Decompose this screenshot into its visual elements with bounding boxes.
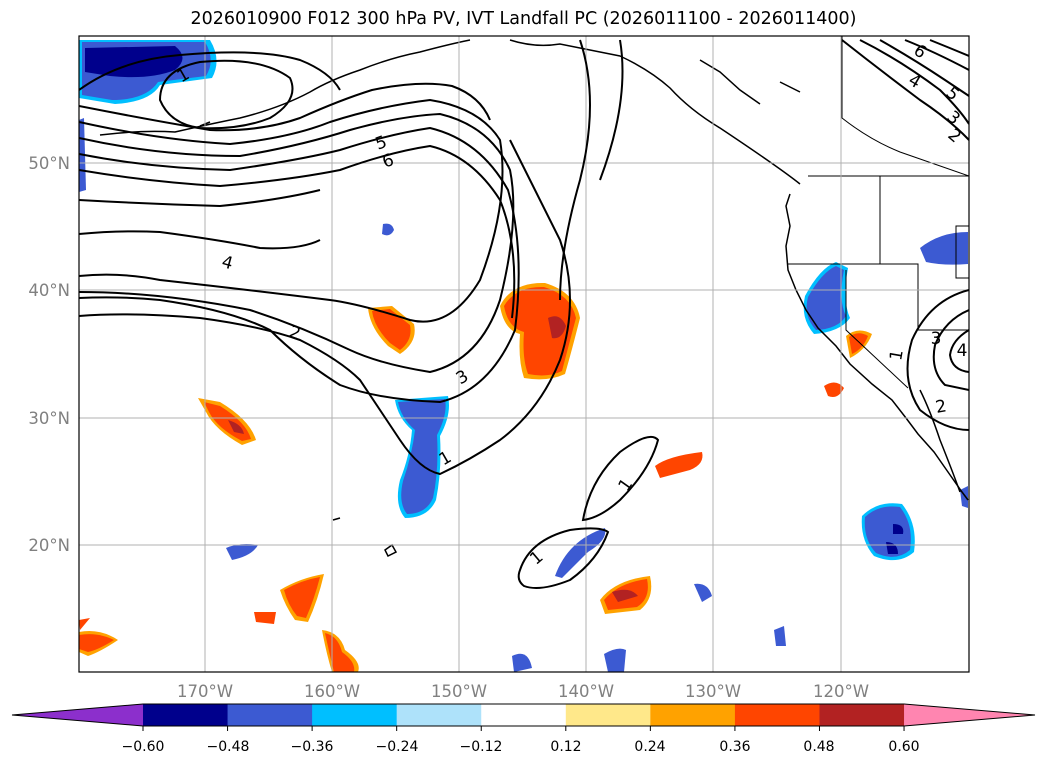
map-area: 1 2 3 4 5 6 1 1 1 2 3 4 1 4 5 6 3 2 xyxy=(79,36,969,672)
colorbar-labels: −0.60 −0.48 −0.36 −0.24 −0.12 0.12 0.24 … xyxy=(122,739,920,755)
colorbar-tick-label: −0.36 xyxy=(291,739,334,755)
lat-label: 20°N xyxy=(28,536,70,555)
contour-lines xyxy=(79,39,969,589)
negative-anomaly-nw xyxy=(79,40,217,104)
lat-label: 30°N xyxy=(28,409,70,428)
latitude-labels: 50°N 40°N 30°N 20°N xyxy=(28,154,70,555)
colorbar-tick-label: 0.60 xyxy=(888,739,919,755)
negative-anomaly-small-2 xyxy=(226,544,258,560)
gridlines xyxy=(79,36,969,672)
negative-anomaly-mexico xyxy=(861,503,915,561)
negative-anomaly-small-6 xyxy=(694,583,712,602)
colorbar-segment xyxy=(396,704,482,726)
colorbar-tick-label: 0.36 xyxy=(719,739,750,755)
plot-title: 2026010900 F012 300 hPa PV, IVT Landfall… xyxy=(190,9,857,29)
colorbar-tick-label: −0.60 xyxy=(122,739,165,755)
colorbar-segment xyxy=(565,704,651,726)
contour-label: 2 xyxy=(934,396,948,418)
longitude-labels: 170°W 160°W 150°W 140°W 130°W 120°W xyxy=(177,682,869,701)
contour-label: 1 xyxy=(886,348,908,362)
colorbar-segment xyxy=(819,704,905,726)
negative-anomaly-small-4 xyxy=(604,648,626,672)
colorbar-segment xyxy=(650,704,736,726)
lon-label: 150°W xyxy=(431,682,487,701)
lon-label: 170°W xyxy=(177,682,233,701)
negative-anomaly-small-3 xyxy=(512,653,532,672)
lon-label: 160°W xyxy=(304,682,360,701)
positive-anomaly-south xyxy=(600,576,652,614)
positive-anomaly-small xyxy=(655,452,703,478)
colorbar-segment xyxy=(143,704,229,726)
colorbar-extend-min xyxy=(12,704,143,726)
negative-anomaly-small-5 xyxy=(555,528,606,578)
coastlines xyxy=(99,39,969,558)
lat-label: 50°N xyxy=(28,154,70,173)
contour-label: 4 xyxy=(957,341,968,361)
colorbar-segment xyxy=(481,704,567,726)
colorbar-extend-max xyxy=(904,704,1035,726)
negative-anomaly-small xyxy=(382,223,394,236)
lon-label: 140°W xyxy=(558,682,614,701)
lat-label: 40°N xyxy=(28,281,70,300)
colorbar-tick-label: −0.24 xyxy=(376,739,419,755)
colorbar-segment xyxy=(227,704,313,726)
colorbar-tick-label: −0.48 xyxy=(207,739,250,755)
contour-label: 3 xyxy=(931,329,942,349)
colorbar-tick-label: 0.48 xyxy=(803,739,834,755)
colorbar-tick-label: −0.12 xyxy=(460,739,503,755)
negative-anomaly-california xyxy=(803,262,850,334)
colorbar-tick-label: 0.24 xyxy=(634,739,665,755)
colorbar-tick-label: 0.12 xyxy=(550,739,581,755)
colorbar xyxy=(11,703,1036,731)
colorbar-segment xyxy=(312,704,398,726)
map-frame xyxy=(78,35,970,673)
positive-anomaly-east xyxy=(500,282,580,380)
lon-label: 130°W xyxy=(685,682,741,701)
negative-anomaly-small-7 xyxy=(774,626,786,646)
colorbar-segment xyxy=(734,704,820,726)
negative-anomaly-trough xyxy=(395,396,449,518)
contour-label: 4 xyxy=(219,252,235,274)
positive-anomaly-california xyxy=(824,330,872,397)
lon-label: 120°W xyxy=(813,682,869,701)
positive-anomaly-west xyxy=(198,398,256,445)
